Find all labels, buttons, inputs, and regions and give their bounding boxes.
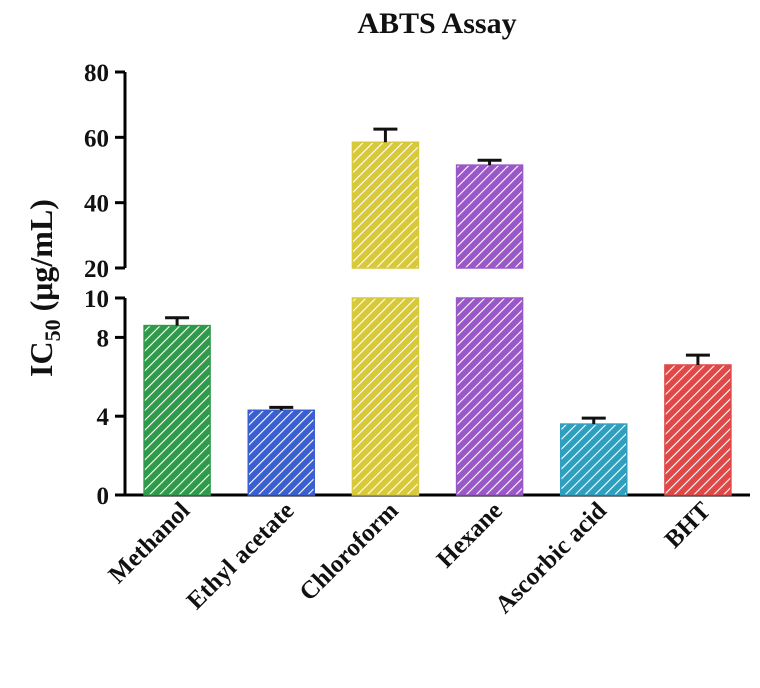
bar — [247, 409, 315, 496]
y-tick-label: 40 — [84, 191, 109, 218]
chart-title: ABTS Assay — [357, 7, 516, 40]
y-axis-title-main: IC — [23, 341, 59, 377]
y-axis-title-text: IC50 (μg/mL) — [23, 199, 65, 377]
bar — [560, 423, 628, 496]
y-tick-label: 4 — [97, 404, 110, 431]
error-bar — [165, 316, 190, 326]
x-category-label: Ethyl acetate — [182, 497, 300, 615]
x-category-label: Hexane — [432, 497, 508, 573]
axes — [115, 70, 750, 497]
y-tick-label: 60 — [84, 125, 109, 152]
y-tick-labels: 20 40 60 80 0 4 8 10 — [84, 60, 110, 510]
bar — [143, 324, 211, 496]
y-tick-label: 8 — [97, 325, 110, 352]
bar-lower-segment — [455, 297, 524, 496]
x-category-label: Methanol — [104, 497, 196, 589]
bar-lower-segment — [351, 297, 420, 496]
bars — [143, 141, 732, 496]
x-category-label: BHT — [660, 497, 717, 554]
y-tick-label: 80 — [84, 60, 109, 87]
error-bar — [373, 127, 398, 143]
y-axis-title: IC50 (μg/mL) — [23, 199, 65, 377]
error-bar — [685, 353, 710, 365]
bar-upper-segment — [351, 141, 420, 269]
x-category-label: Ascorbic acid — [490, 497, 612, 619]
x-category-label: Chloroform — [295, 497, 404, 606]
error-bar — [269, 405, 294, 411]
y-axis-title-unit: (μg/mL) — [23, 199, 59, 319]
bar-upper-segment — [455, 164, 524, 269]
error-bar — [477, 158, 502, 166]
y-tick-label: 10 — [84, 286, 109, 313]
y-tick-label: 20 — [84, 256, 109, 283]
error-bar — [581, 416, 606, 425]
bar — [664, 364, 732, 496]
y-axis-title-subscript: 50 — [40, 319, 65, 341]
y-tick-label: 0 — [97, 483, 110, 510]
error-bars — [165, 127, 710, 425]
